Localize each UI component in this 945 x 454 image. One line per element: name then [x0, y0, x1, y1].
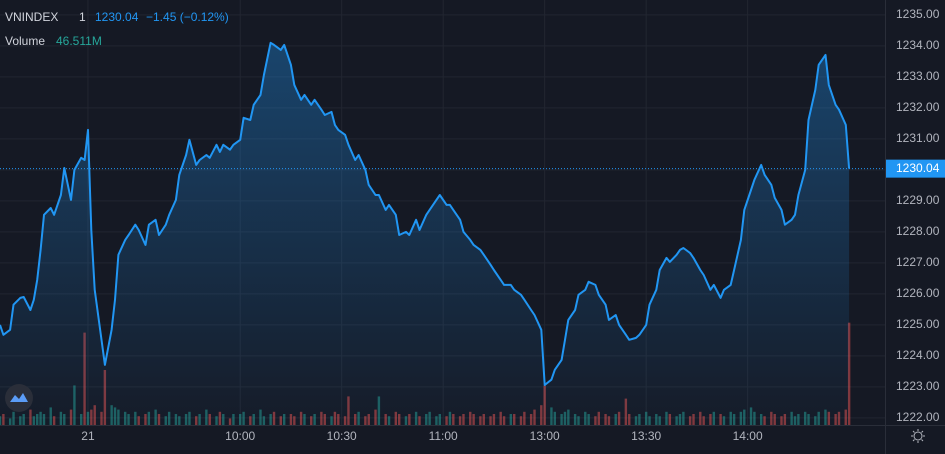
x-tick-label: 11:00 — [429, 429, 458, 443]
y-tick-label: 1234.00 — [896, 38, 940, 52]
volume-value: 46.511M — [56, 34, 102, 48]
last-price: 1230.04 — [95, 10, 139, 24]
y-tick-label: 1222.00 — [896, 410, 940, 424]
x-tick-label: 13:30 — [631, 429, 661, 443]
y-tick-label: 1235.00 — [896, 7, 940, 21]
price-change: −1.45 (−0.12%) — [146, 10, 229, 24]
price-line — [0, 41, 851, 386]
symbol: VNINDEX — [5, 10, 58, 24]
y-tick-label: 1223.00 — [896, 379, 940, 393]
y-tick-label: 1227.00 — [896, 255, 940, 269]
y-tick-label: 1226.00 — [896, 286, 940, 300]
y-tick-label: 1232.00 — [896, 100, 940, 114]
y-tick-label: 1231.00 — [896, 131, 940, 145]
last-price-label: 1230.04 — [896, 161, 940, 175]
y-tick-label: 1233.00 — [896, 69, 940, 83]
x-tick-label: 10:30 — [327, 429, 357, 443]
y-tick-label: 1229.00 — [896, 193, 940, 207]
price-area — [0, 42, 850, 426]
y-tick-label: 1225.00 — [896, 317, 940, 331]
volume-title: Volume — [5, 34, 45, 48]
settings-icon[interactable] — [911, 429, 925, 443]
x-tick-label: 10:00 — [225, 429, 255, 443]
volume-bar — [847, 322, 851, 425]
y-tick-label: 1228.00 — [896, 224, 940, 238]
x-tick-label: 21 — [81, 429, 95, 443]
y-tick-label: 1224.00 — [896, 348, 940, 362]
last-price-box — [886, 159, 945, 178]
interval: 1 — [79, 10, 86, 24]
x-tick-label: 13:00 — [530, 429, 560, 443]
x-tick-label: 14:00 — [733, 429, 763, 443]
logo[interactable] — [5, 384, 33, 412]
